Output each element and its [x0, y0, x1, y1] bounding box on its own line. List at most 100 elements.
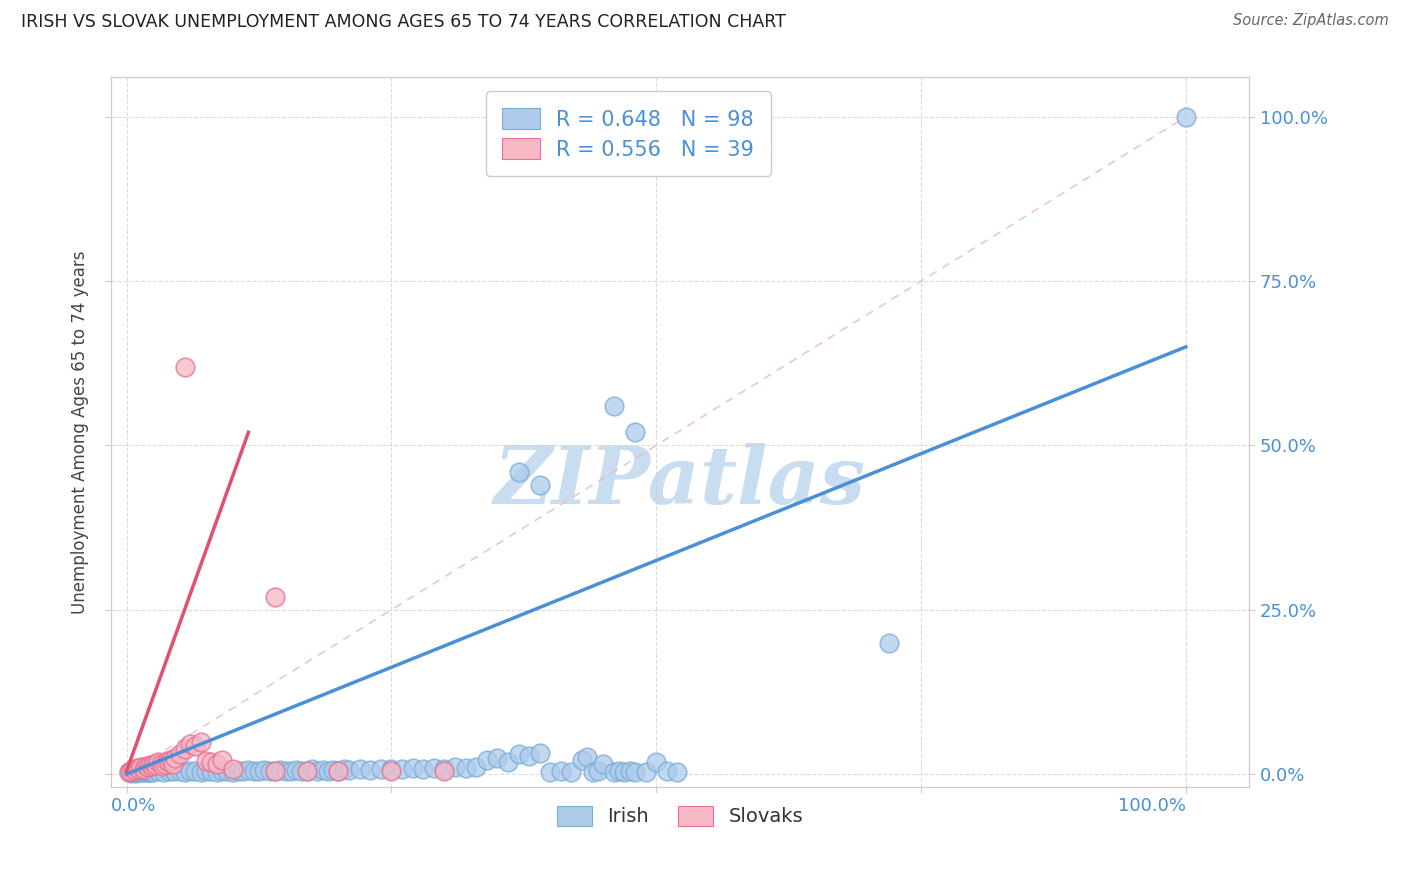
Point: [148, 764, 170, 779]
Point: [576, 750, 599, 764]
Point: [496, 755, 519, 769]
Point: [148, 755, 170, 769]
Point: [264, 764, 287, 778]
Y-axis label: Unemployment Among Ages 65 to 74 years: Unemployment Among Ages 65 to 74 years: [72, 251, 89, 614]
Point: [162, 756, 184, 771]
Point: [337, 763, 360, 777]
Point: [307, 764, 329, 778]
Point: [285, 763, 308, 777]
Point: [264, 590, 287, 604]
Point: [157, 764, 180, 779]
Point: [122, 762, 145, 776]
Point: [174, 765, 197, 780]
Point: [538, 765, 561, 780]
Point: [124, 763, 146, 777]
Point: [242, 764, 264, 778]
Point: [128, 764, 150, 778]
Point: [149, 756, 172, 771]
Point: [290, 764, 312, 778]
Text: Source: ZipAtlas.com: Source: ZipAtlas.com: [1233, 13, 1389, 29]
Point: [328, 764, 350, 778]
Point: [592, 756, 614, 771]
Point: [571, 753, 593, 767]
Point: [118, 765, 141, 780]
Point: [322, 763, 344, 777]
Point: [634, 765, 657, 780]
Point: [122, 764, 145, 779]
Point: [508, 747, 530, 762]
Point: [139, 757, 162, 772]
Point: [550, 764, 572, 779]
Point: [280, 764, 302, 779]
Point: [205, 757, 228, 772]
Point: [152, 765, 174, 780]
Point: [120, 765, 142, 780]
Point: [190, 735, 212, 749]
Point: [200, 755, 222, 769]
Point: [666, 765, 689, 780]
Point: [127, 765, 149, 780]
Point: [136, 760, 159, 774]
Point: [226, 764, 249, 778]
Point: [211, 764, 233, 778]
Point: [295, 764, 318, 778]
Point: [412, 763, 434, 777]
Point: [165, 750, 187, 764]
Point: [1174, 110, 1197, 124]
Point: [184, 739, 207, 754]
Point: [145, 758, 167, 772]
Point: [131, 764, 153, 779]
Point: [152, 759, 174, 773]
Point: [205, 765, 228, 780]
Point: [128, 763, 150, 777]
Point: [624, 425, 647, 440]
Point: [391, 763, 413, 777]
Point: [655, 764, 678, 779]
Point: [125, 765, 148, 780]
Point: [619, 764, 641, 779]
Point: [179, 738, 201, 752]
Text: 100.0%: 100.0%: [1118, 797, 1185, 815]
Point: [316, 764, 339, 779]
Point: [127, 764, 149, 779]
Point: [454, 761, 477, 775]
Point: [135, 765, 157, 780]
Point: [328, 764, 350, 778]
Legend: Irish, Slovaks: Irish, Slovaks: [548, 798, 811, 834]
Point: [264, 764, 287, 779]
Point: [120, 764, 142, 778]
Point: [645, 755, 668, 769]
Point: [311, 763, 333, 777]
Point: [132, 764, 155, 778]
Point: [138, 765, 160, 780]
Point: [380, 762, 402, 776]
Point: [603, 765, 626, 780]
Text: IRISH VS SLOVAK UNEMPLOYMENT AMONG AGES 65 TO 74 YEARS CORRELATION CHART: IRISH VS SLOVAK UNEMPLOYMENT AMONG AGES …: [21, 13, 786, 31]
Point: [624, 765, 647, 780]
Point: [475, 753, 498, 767]
Point: [124, 764, 146, 778]
Point: [153, 757, 176, 772]
Point: [118, 765, 141, 780]
Point: [200, 764, 222, 779]
Point: [160, 753, 183, 767]
Point: [190, 765, 212, 780]
Point: [131, 760, 153, 774]
Point: [508, 465, 530, 479]
Point: [217, 764, 239, 779]
Point: [529, 478, 551, 492]
Point: [195, 754, 218, 768]
Point: [232, 764, 254, 779]
Point: [221, 762, 243, 776]
Point: [132, 762, 155, 776]
Point: [560, 765, 582, 780]
Point: [129, 765, 152, 780]
Point: [141, 764, 163, 779]
Point: [238, 763, 260, 777]
Point: [444, 760, 467, 774]
Point: [259, 764, 281, 778]
Point: [156, 754, 179, 768]
Point: [169, 747, 191, 762]
Text: 0.0%: 0.0%: [111, 797, 156, 815]
Point: [143, 757, 166, 772]
